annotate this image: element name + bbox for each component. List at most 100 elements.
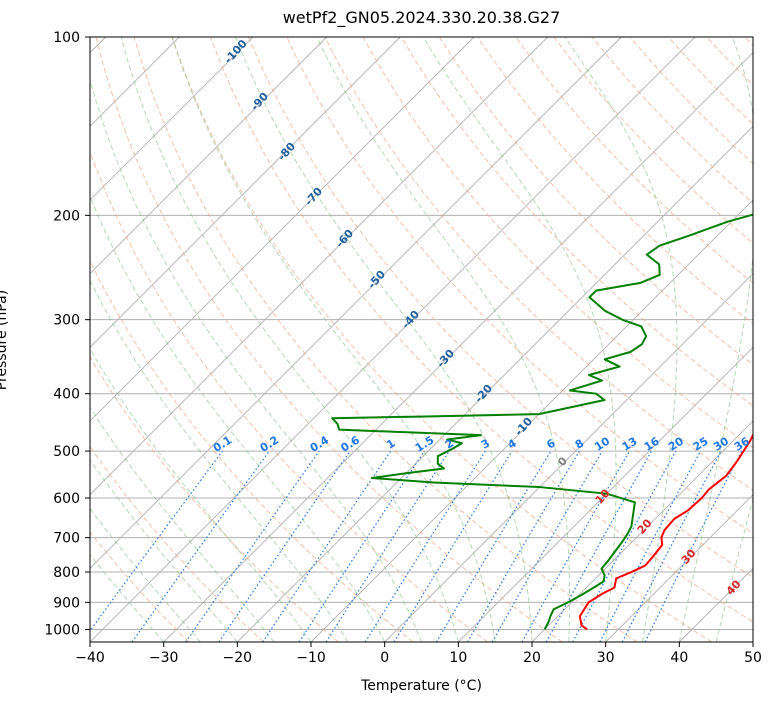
moist-adiabat-line — [316, 37, 571, 642]
y-tick-label: 700 — [53, 531, 80, 547]
dry-adiabat-line — [90, 445, 264, 642]
dry-adiabat-line — [439, 37, 753, 366]
y-tick-label: 400 — [53, 387, 80, 403]
axes: −40 −30 −20 −10 0 10 20 30 40 5010020030040050060… — [44, 30, 762, 666]
dry-adiabat-label: -50 — [365, 268, 388, 292]
mixing-ratio-label: 4 — [505, 436, 519, 451]
isotherm-line — [90, 37, 254, 201]
dry-adiabat-label: 20 — [635, 516, 655, 536]
moist-adiabat-line — [422, 37, 617, 642]
mixing-ratio-line — [218, 450, 351, 642]
x-tick-label: −30 — [149, 650, 179, 666]
dry-adiabat-line — [95, 37, 563, 642]
y-tick-label: 1000 — [44, 622, 80, 638]
mixing-ratio-line — [644, 450, 743, 642]
y-tick-label: 200 — [53, 208, 80, 224]
mixing-ratio-line — [621, 450, 722, 642]
moist-adiabat-line — [171, 37, 496, 642]
mixing-ratio-line — [262, 450, 392, 642]
mixing-ratio-line — [572, 450, 677, 642]
dry-adiabat-line — [90, 356, 339, 642]
isotherm-line — [90, 37, 401, 348]
y-tick-label: 100 — [53, 30, 80, 46]
x-tick-label: 0 — [380, 650, 389, 666]
isotherm-line — [90, 37, 622, 569]
mixing-ratio-line — [393, 450, 513, 642]
y-tick-label: 600 — [53, 491, 80, 507]
plot-frame — [89, 36, 754, 643]
dry-adiabat-label: -10 — [512, 415, 535, 439]
moist-adiabat-line — [120, 37, 459, 642]
dry-adiabat-line — [744, 37, 753, 47]
dry-adiabat-label: 0 — [555, 454, 570, 469]
x-tick-label: 20 — [523, 650, 541, 666]
mixing-ratio-label: 6 — [544, 436, 558, 451]
moist-adiabat-line — [564, 37, 678, 642]
mixing-ratio-line — [435, 450, 552, 642]
y-tick-label: 300 — [53, 313, 80, 329]
isotherm-line — [90, 37, 548, 496]
mixing-ratio-line — [131, 450, 270, 642]
dry-adiabat-label: 10 — [593, 486, 613, 506]
dry-adiabat-line — [248, 37, 753, 578]
isotherm-line — [458, 346, 753, 642]
moist-adiabat-line — [90, 195, 386, 642]
x-axis-label: Temperature (°C) — [361, 678, 482, 694]
isotherm-line — [384, 273, 753, 642]
moist-adiabat-line — [715, 497, 753, 642]
moist-adiabat-line — [90, 553, 165, 642]
x-tick-label: −10 — [296, 650, 326, 666]
dry-adiabat-line — [477, 37, 753, 325]
moist-adiabat-line — [90, 459, 238, 642]
isotherm-line — [90, 37, 696, 642]
dry-adiabat-line — [90, 259, 414, 642]
mixing-ratio-line — [185, 450, 320, 642]
mixing-ratio-line — [90, 450, 223, 632]
isotherm-line — [237, 125, 753, 642]
isotherm-line — [605, 494, 753, 642]
profiles — [331, 213, 753, 631]
isotherm-line — [163, 52, 753, 642]
dry-adiabat-line — [210, 37, 753, 623]
moist-adiabat-line — [90, 347, 312, 642]
moist-adiabat-line — [678, 37, 753, 642]
background-lines — [90, 37, 753, 642]
moist-adiabat-line — [90, 507, 201, 642]
isotherm-line — [90, 37, 327, 275]
dry-adiabat-line — [400, 37, 753, 407]
dry-adiabat-line — [133, 37, 638, 642]
dry-adiabat-label: -30 — [434, 347, 457, 371]
x-tick-label: 40 — [670, 650, 688, 666]
moist-adiabat-line — [235, 37, 533, 642]
mixing-ratio-line — [298, 450, 425, 642]
dry-adiabat-line — [90, 531, 190, 642]
mixing-ratio-line — [325, 450, 450, 642]
dry-adiabat-line — [706, 37, 753, 86]
dry-adiabat-label: -40 — [399, 308, 422, 332]
mixing-ratio-label: 1 — [384, 437, 397, 452]
mixing-ratio-line — [599, 450, 702, 642]
dry-adiabat-line — [324, 37, 753, 491]
isotherm-line — [752, 641, 753, 642]
x-tick-label: 10 — [449, 650, 467, 666]
y-tick-label: 500 — [53, 444, 80, 460]
dry-adiabat-line — [515, 37, 753, 284]
dry-adiabat-label: -20 — [472, 382, 495, 406]
y-tick-label: 800 — [53, 565, 80, 581]
y-tick-label: 900 — [53, 595, 80, 611]
chart-title: wetPf2_GN05.2024.330.20.38.G27 — [282, 8, 561, 27]
dewpoint-profile-line — [331, 213, 753, 630]
x-tick-label: −20 — [223, 650, 253, 666]
isotherm-line — [531, 420, 753, 642]
isotherm-line — [310, 199, 753, 642]
mixing-ratio-line — [466, 450, 580, 642]
x-tick-label: 50 — [744, 650, 762, 666]
mixing-ratio-line — [545, 450, 653, 642]
temperature-profile-line — [578, 432, 753, 631]
mixing-ratio-label: 1.5 — [413, 433, 436, 454]
moist-adiabat-line — [90, 406, 275, 642]
mixing-ratio-label: 3 — [479, 437, 492, 452]
dry-adiabat-line — [171, 37, 712, 642]
